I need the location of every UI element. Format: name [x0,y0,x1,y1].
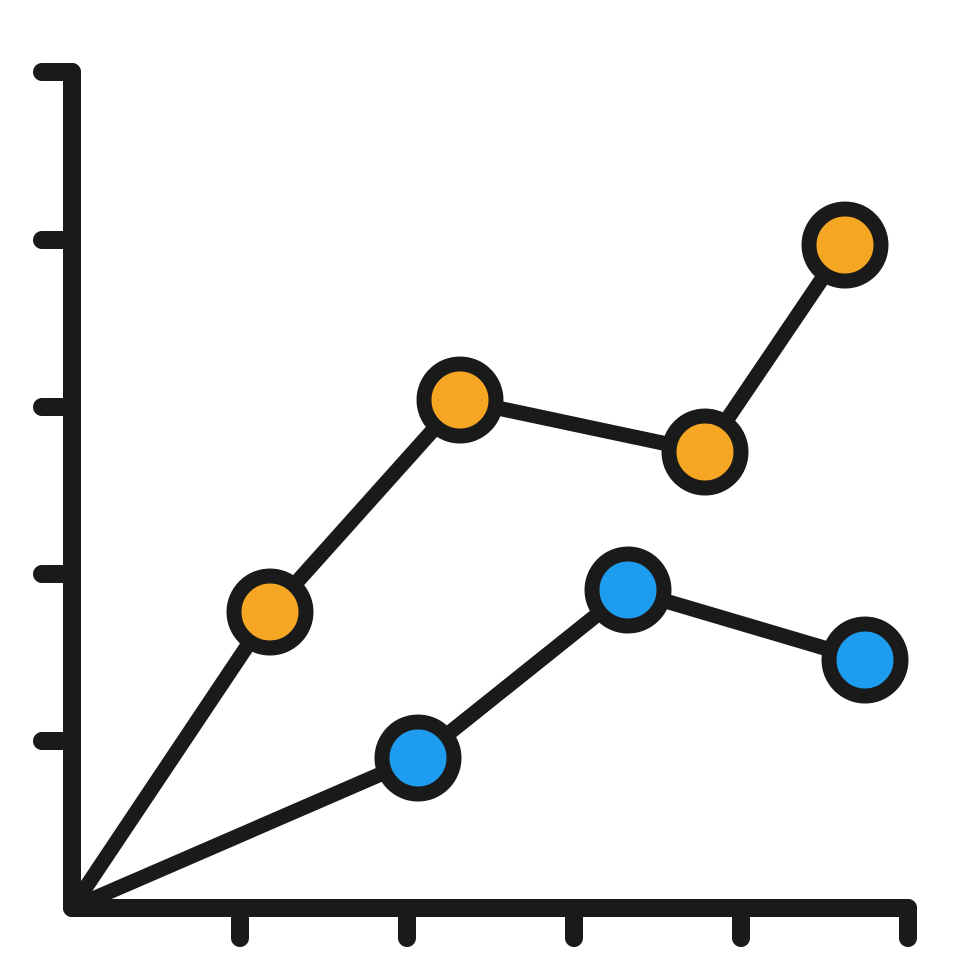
series-a-marker [234,576,306,648]
series-b-marker [829,624,901,696]
series-b-marker [592,554,664,626]
line-chart-icon [0,0,980,980]
series-a-marker [669,416,741,488]
series-a-marker [809,209,881,281]
series-a-marker [424,364,496,436]
series-b-marker [382,722,454,794]
